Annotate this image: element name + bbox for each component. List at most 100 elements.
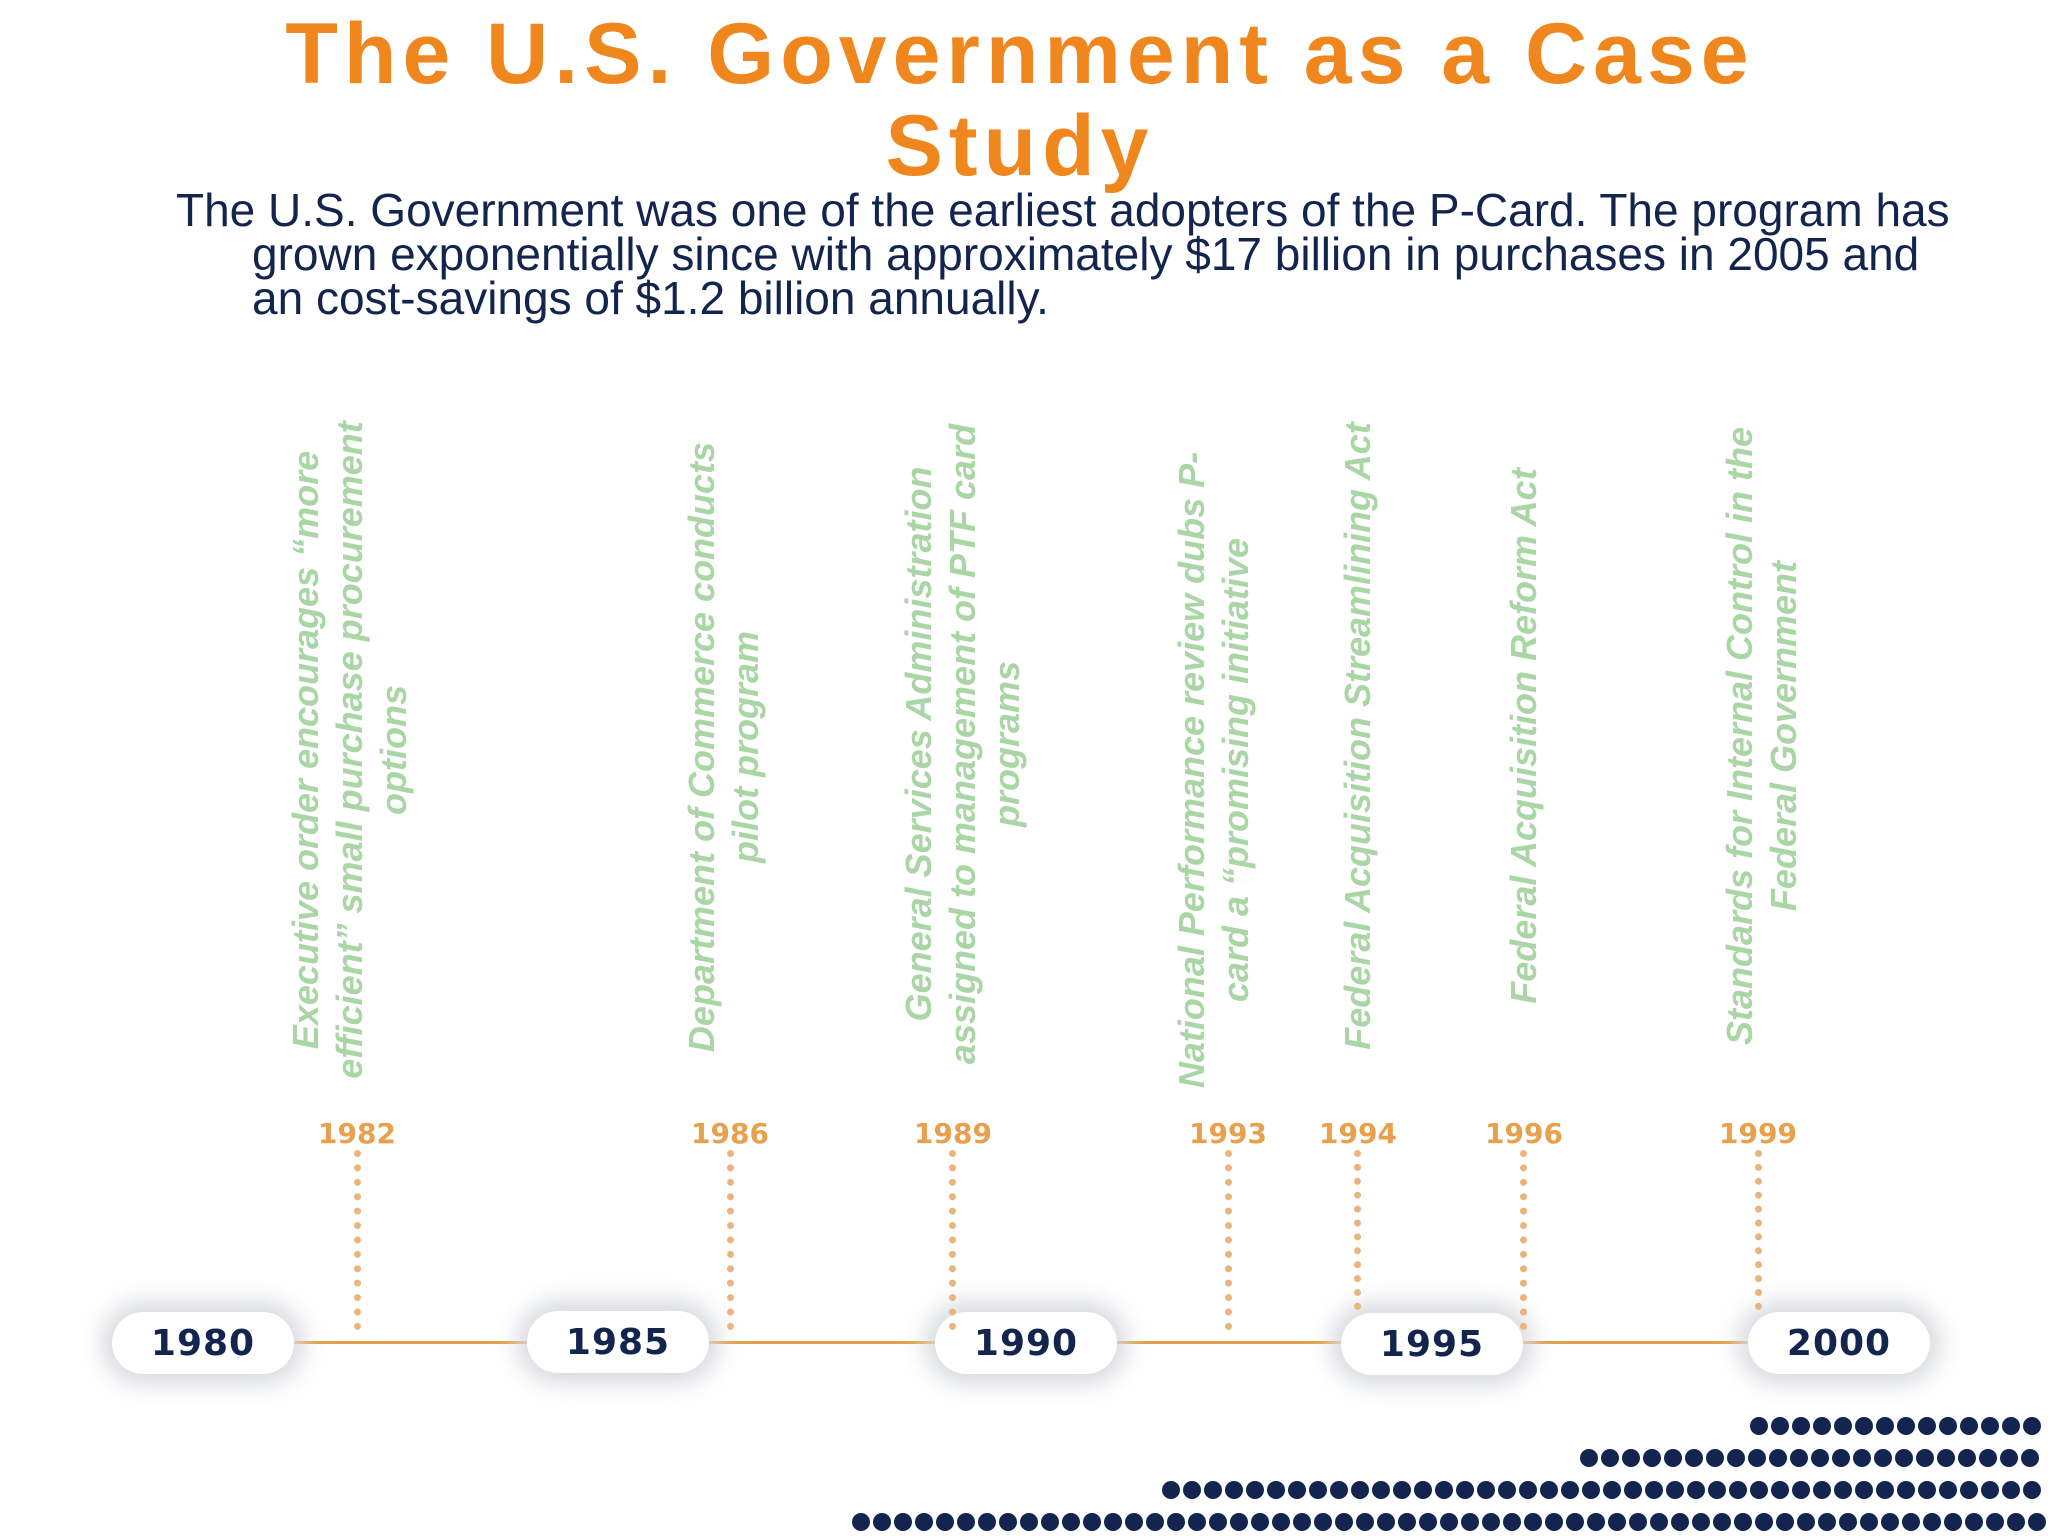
pattern-dot — [1582, 1481, 1600, 1499]
decade-1985: 1985 — [527, 1311, 709, 1373]
pattern-dot — [1902, 1513, 1920, 1531]
stem-1989 — [949, 1150, 956, 1330]
pattern-dot — [1981, 1417, 1999, 1435]
pattern-dot — [1727, 1449, 1745, 1467]
slide-title: The U.S. Government as a Case Study — [285, 6, 1755, 194]
pattern-dot — [1939, 1417, 1957, 1435]
pattern-dot — [1125, 1513, 1143, 1531]
pattern-dot — [1393, 1481, 1411, 1499]
pattern-dot — [894, 1513, 912, 1531]
decade-1990: 1990 — [935, 1312, 1117, 1374]
pattern-dot — [1398, 1513, 1416, 1531]
year-label-1986: 1986 — [691, 1117, 769, 1150]
pattern-dot — [1603, 1481, 1621, 1499]
event-1989: General Services Administration assigned… — [898, 423, 1027, 1065]
pattern-dot — [1750, 1481, 1768, 1499]
pattern-dot — [1729, 1481, 1747, 1499]
pattern-dot — [1414, 1481, 1432, 1499]
pattern-dot — [1566, 1513, 1584, 1531]
pattern-dot — [1440, 1513, 1458, 1531]
pattern-dot — [1916, 1449, 1934, 1467]
pattern-dot — [1944, 1513, 1962, 1531]
pattern-dot — [1650, 1513, 1668, 1531]
pattern-dot — [1188, 1513, 1206, 1531]
pattern-dot — [2021, 1449, 2039, 1467]
event-1986: Department of Commerce conducts pilot pr… — [681, 441, 766, 1053]
event-1996: Federal Acquisition Reform Act — [1503, 468, 1544, 1004]
pattern-dot — [1818, 1513, 1836, 1531]
pattern-dot — [1461, 1513, 1479, 1531]
intro-paragraph: The U.S. Government was one of the earli… — [176, 184, 1950, 324]
pattern-dot — [852, 1513, 870, 1531]
pattern-dot — [1629, 1513, 1647, 1531]
pattern-dot — [1981, 1481, 1999, 1499]
pattern-dot — [1937, 1449, 1955, 1467]
pattern-dot — [1918, 1417, 1936, 1435]
pattern-dot — [1755, 1513, 1773, 1531]
event-1999: Standards for Internal Control in the Fe… — [1719, 426, 1804, 1046]
pattern-dot — [1790, 1449, 1808, 1467]
pattern-dot — [1748, 1449, 1766, 1467]
pattern-dot — [2002, 1481, 2020, 1499]
event-1982: Executive order encourages “more efficie… — [285, 421, 414, 1079]
pattern-dot — [978, 1513, 996, 1531]
pattern-dot — [1986, 1513, 2004, 1531]
pattern-dot — [1083, 1513, 1101, 1531]
year-label-1982: 1982 — [318, 1117, 396, 1150]
pattern-dot — [1918, 1481, 1936, 1499]
pattern-dot — [1335, 1513, 1353, 1531]
pattern-dot — [1769, 1449, 1787, 1467]
pattern-dot — [1792, 1481, 1810, 1499]
pattern-dot — [1792, 1417, 1810, 1435]
pattern-dot — [1771, 1481, 1789, 1499]
pattern-dot — [1834, 1481, 1852, 1499]
year-label-1994: 1994 — [1319, 1117, 1397, 1150]
pattern-dot — [1855, 1481, 1873, 1499]
pattern-dot — [1456, 1481, 1474, 1499]
pattern-dot — [1979, 1449, 1997, 1467]
pattern-dot — [1225, 1481, 1243, 1499]
pattern-dot — [1435, 1481, 1453, 1499]
stem-1996 — [1520, 1150, 1527, 1330]
pattern-dot — [2002, 1417, 2020, 1435]
pattern-dot — [1062, 1513, 1080, 1531]
pattern-dot — [1561, 1481, 1579, 1499]
pattern-dot — [1146, 1513, 1164, 1531]
pattern-dot — [1776, 1513, 1794, 1531]
pattern-dot — [1377, 1513, 1395, 1531]
pattern-dot — [1685, 1449, 1703, 1467]
pattern-dot — [1498, 1481, 1516, 1499]
pattern-dot — [1671, 1513, 1689, 1531]
pattern-dot — [1624, 1481, 1642, 1499]
pattern-dot — [1041, 1513, 1059, 1531]
pattern-dot — [2007, 1513, 2025, 1531]
stem-1986 — [727, 1150, 734, 1330]
pattern-dot — [1104, 1513, 1122, 1531]
stem-1993 — [1225, 1150, 1232, 1330]
pattern-dot — [1860, 1513, 1878, 1531]
pattern-dot — [1272, 1513, 1290, 1531]
pattern-dot — [1853, 1449, 1871, 1467]
pattern-dot — [1687, 1481, 1705, 1499]
year-label-1999: 1999 — [1719, 1117, 1797, 1150]
pattern-dot — [1288, 1481, 1306, 1499]
stem-1999 — [1755, 1150, 1762, 1310]
decade-2000: 2000 — [1748, 1312, 1930, 1374]
pattern-dot — [1965, 1513, 1983, 1531]
decade-1980: 1980 — [112, 1312, 294, 1374]
pattern-dot — [1706, 1449, 1724, 1467]
pattern-dot — [1895, 1449, 1913, 1467]
pattern-dot — [1771, 1417, 1789, 1435]
pattern-dot — [2000, 1449, 2018, 1467]
pattern-dot — [1643, 1449, 1661, 1467]
pattern-dot — [1230, 1513, 1248, 1531]
pattern-dot — [1372, 1481, 1390, 1499]
pattern-dot — [1246, 1481, 1264, 1499]
pattern-dot — [1608, 1513, 1626, 1531]
decade-1995: 1995 — [1341, 1313, 1523, 1375]
pattern-dot — [1750, 1417, 1768, 1435]
pattern-dot — [873, 1513, 891, 1531]
pattern-dot — [1601, 1449, 1619, 1467]
pattern-dot — [1519, 1481, 1537, 1499]
